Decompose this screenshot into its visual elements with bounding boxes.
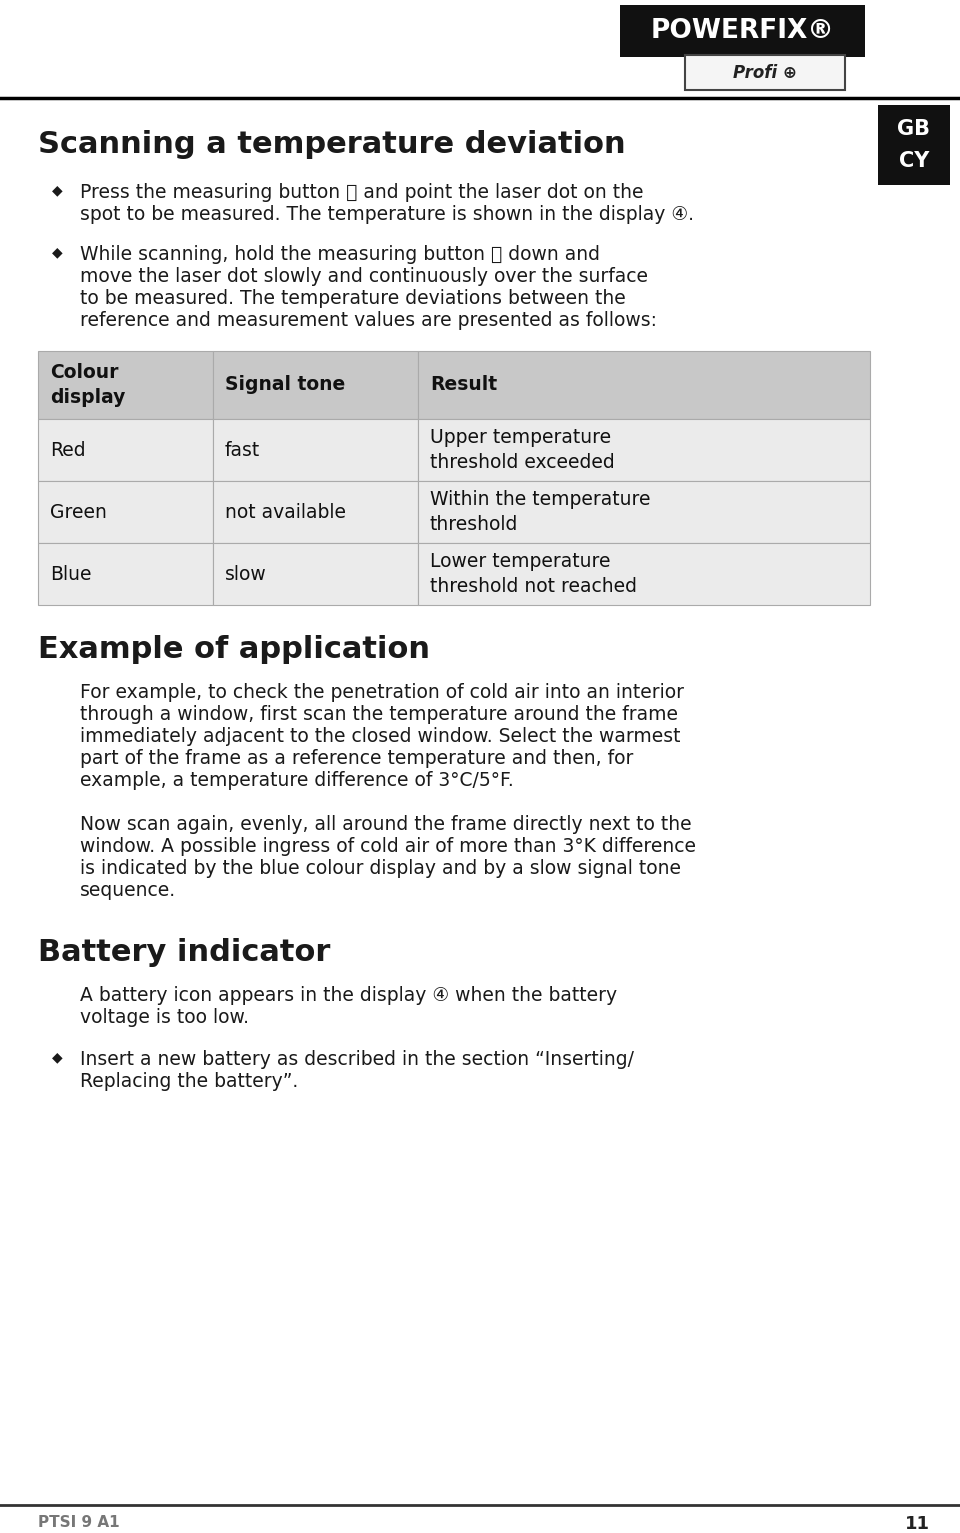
Text: Battery indicator: Battery indicator (38, 938, 330, 967)
Text: Press the measuring button ⓔ and point the laser dot on the: Press the measuring button ⓔ and point t… (80, 182, 643, 202)
Text: is indicated by the blue colour display and by a slow signal tone: is indicated by the blue colour display … (80, 858, 681, 878)
Text: part of the frame as a reference temperature and then, for: part of the frame as a reference tempera… (80, 750, 634, 768)
Text: Upper temperature
threshold exceeded: Upper temperature threshold exceeded (430, 428, 614, 472)
Text: POWERFIX®: POWERFIX® (651, 18, 834, 44)
Text: Red: Red (50, 440, 85, 460)
Text: reference and measurement values are presented as follows:: reference and measurement values are pre… (80, 311, 657, 330)
Text: While scanning, hold the measuring button ⓔ down and: While scanning, hold the measuring butto… (80, 245, 600, 264)
Text: Now scan again, evenly, all around the frame directly next to the: Now scan again, evenly, all around the f… (80, 816, 691, 834)
Bar (418, 543, 870, 606)
Bar (418, 419, 870, 481)
Bar (213, 419, 418, 481)
Bar (213, 351, 418, 419)
Bar (685, 55, 845, 90)
Text: window. A possible ingress of cold air of more than 3°K difference: window. A possible ingress of cold air o… (80, 837, 696, 855)
Text: Example of application: Example of application (38, 635, 430, 664)
Bar (213, 481, 418, 543)
Text: Blue: Blue (50, 564, 91, 584)
Text: ◆: ◆ (52, 182, 62, 198)
Bar (38, 419, 213, 481)
Bar (418, 481, 870, 543)
Text: Scanning a temperature deviation: Scanning a temperature deviation (38, 130, 626, 159)
Text: ◆: ◆ (52, 1050, 62, 1064)
Text: GB
CY: GB CY (898, 120, 930, 170)
Text: For example, to check the penetration of cold air into an interior: For example, to check the penetration of… (80, 684, 684, 702)
Bar (38, 481, 213, 543)
Text: spot to be measured. The temperature is shown in the display ④.: spot to be measured. The temperature is … (80, 205, 694, 224)
Text: Colour
display: Colour display (50, 363, 126, 406)
Text: immediately adjacent to the closed window. Select the warmest: immediately adjacent to the closed windo… (80, 727, 681, 747)
Bar (878, 104, 950, 185)
Text: move the laser dot slowly and continuously over the surface: move the laser dot slowly and continuous… (80, 267, 648, 287)
Text: PTSI 9 A1: PTSI 9 A1 (38, 1515, 120, 1530)
Text: Green: Green (50, 503, 107, 521)
Text: slow: slow (225, 564, 267, 584)
Text: sequence.: sequence. (80, 881, 176, 900)
Text: Profi ⊕: Profi ⊕ (733, 63, 797, 81)
Text: A battery icon appears in the display ④ when the battery: A battery icon appears in the display ④ … (80, 986, 617, 1006)
Text: Within the temperature
threshold: Within the temperature threshold (430, 491, 651, 533)
Text: 11: 11 (905, 1515, 930, 1533)
Text: Insert a new battery as described in the section “Inserting/: Insert a new battery as described in the… (80, 1050, 634, 1069)
Text: Lower temperature
threshold not reached: Lower temperature threshold not reached (430, 552, 637, 596)
Text: not available: not available (225, 503, 346, 521)
Bar (38, 543, 213, 606)
Text: ◆: ◆ (52, 245, 62, 259)
Text: through a window, first scan the temperature around the frame: through a window, first scan the tempera… (80, 705, 678, 724)
Text: to be measured. The temperature deviations between the: to be measured. The temperature deviatio… (80, 290, 626, 308)
Bar (620, 5, 865, 57)
Text: Result: Result (430, 376, 497, 394)
Bar (213, 543, 418, 606)
Text: Signal tone: Signal tone (225, 376, 346, 394)
Bar (418, 351, 870, 419)
Text: Replacing the battery”.: Replacing the battery”. (80, 1072, 299, 1091)
Text: example, a temperature difference of 3°C/5°F.: example, a temperature difference of 3°C… (80, 771, 514, 789)
Text: fast: fast (225, 440, 260, 460)
Bar (38, 351, 213, 419)
Text: voltage is too low.: voltage is too low. (80, 1009, 249, 1027)
